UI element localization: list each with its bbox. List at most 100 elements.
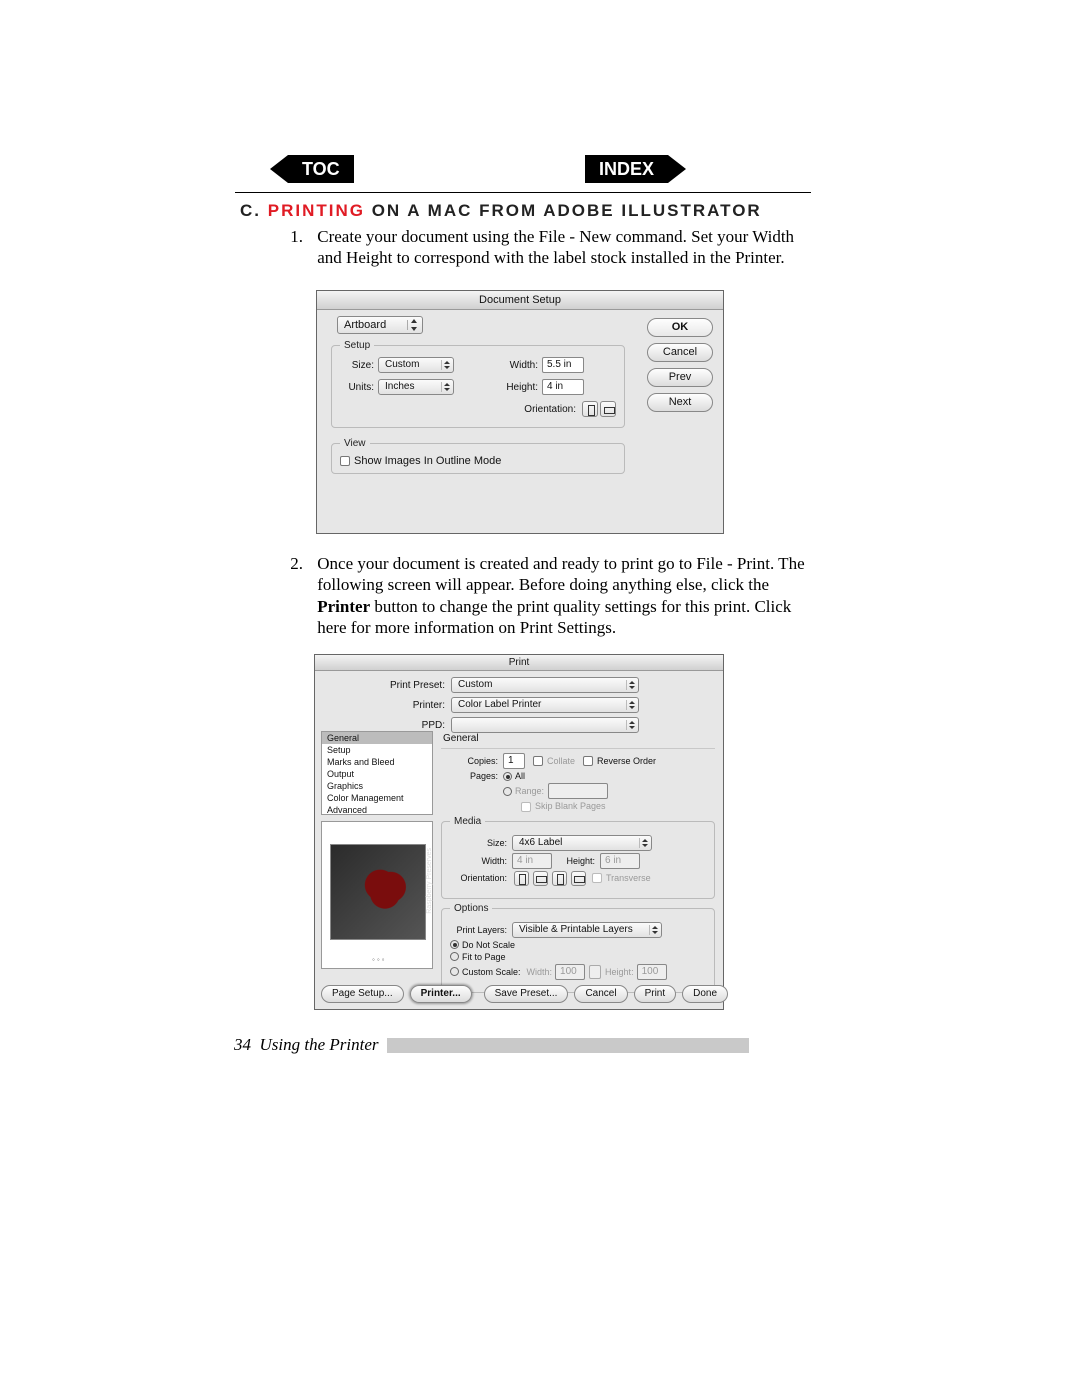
layers-select[interactable]: Visible & Printable Layers — [512, 922, 662, 938]
media-height-field: 6 in — [600, 853, 640, 869]
footer-bar — [387, 1038, 749, 1053]
sidebar-item-general[interactable]: General — [322, 732, 432, 744]
preset-select[interactable]: Custom — [451, 677, 639, 693]
page-num: 34 — [234, 1035, 251, 1054]
width-label: Width: — [498, 360, 538, 371]
sidebar-item-graphics[interactable]: Graphics — [322, 780, 432, 792]
cs-width-field: 100 — [555, 964, 585, 980]
preset-label: Print Preset: — [325, 680, 451, 691]
media-size-label: Size: — [450, 838, 512, 848]
save-preset-button[interactable]: Save Preset... — [484, 985, 569, 1003]
reverse-label: Reverse Order — [597, 756, 656, 766]
pages-all-label: All — [515, 771, 525, 781]
units-select[interactable]: Inches — [378, 379, 454, 395]
page-number: 34 Using the Printer — [234, 1035, 379, 1055]
collate-label: Collate — [547, 756, 575, 766]
copies-field[interactable]: 1 — [503, 753, 525, 769]
next-button[interactable]: Next — [647, 393, 713, 412]
media-width-label: Width: — [450, 856, 512, 866]
ppd-label: PPD: — [325, 720, 451, 731]
units-value: Inches — [385, 381, 414, 392]
general-heading: General — [441, 731, 715, 749]
ok-button[interactable]: OK — [647, 318, 713, 337]
custom-scale-label: Custom Scale: — [462, 967, 521, 977]
print-category-list[interactable]: General Setup Marks and Bleed Output Gra… — [321, 731, 433, 815]
orient-landscape-left-icon[interactable] — [533, 871, 548, 886]
orientation-portrait-icon[interactable] — [582, 401, 598, 417]
step-2-bold: Printer — [317, 597, 370, 616]
preview-artwork — [330, 844, 426, 940]
sidebar-item-advanced[interactable]: Advanced — [322, 804, 432, 815]
artboard-popup[interactable]: Artboard — [337, 316, 423, 334]
width-field[interactable]: 5.5 in — [542, 357, 584, 373]
printer-button[interactable]: Printer... — [410, 985, 472, 1003]
done-button[interactable]: Done — [682, 985, 728, 1003]
setup-fieldset: Setup Size: Custom Width: 5.5 in Units: … — [331, 340, 625, 428]
copies-label: Copies: — [441, 756, 503, 766]
view-fieldset: View Show Images In Outline Mode — [331, 438, 625, 474]
stepper-icon — [409, 318, 419, 332]
media-fieldset: Media Size: 4x6 Label Width: 4 in Height… — [441, 816, 715, 899]
pages-range-label: Range: — [515, 786, 544, 796]
dns-radio[interactable] — [450, 940, 459, 949]
media-legend: Media — [450, 816, 485, 827]
print-sidebar: General Setup Marks and Bleed Output Gra… — [321, 731, 433, 969]
printer-select[interactable]: Color Label Printer — [451, 697, 639, 713]
print-cancel-button[interactable]: Cancel — [574, 985, 627, 1003]
sidebar-item-color[interactable]: Color Management — [322, 792, 432, 804]
orient-portrait-down-icon[interactable] — [552, 871, 567, 886]
step-2: 2. Once your document is created and rea… — [275, 553, 815, 638]
prev-button[interactable]: Prev — [647, 368, 713, 387]
size-select[interactable]: Custom — [378, 357, 454, 373]
height-field[interactable]: 4 in — [542, 379, 584, 395]
sidebar-item-setup[interactable]: Setup — [322, 744, 432, 756]
pages-label: Pages: — [441, 771, 503, 781]
outline-mode-checkbox[interactable]: Show Images In Outline Mode — [340, 455, 501, 467]
step-1-text: Create your document using the File - Ne… — [317, 226, 815, 269]
print-dialog: Print Print Preset:Custom Printer:Color … — [314, 654, 724, 1010]
step-2-num: 2. — [275, 553, 303, 574]
page-footer: 34 Using the Printer — [234, 1035, 807, 1055]
reverse-checkbox[interactable]: Reverse Order — [583, 756, 656, 767]
index-link[interactable]: INDEX — [585, 155, 668, 183]
orient-portrait-up-icon[interactable] — [514, 871, 529, 886]
section-heading: C. PRINTING ON A MAC FROM ADOBE ILLUSTRA… — [240, 201, 762, 221]
step-2-text: Once your document is created and ready … — [317, 553, 815, 638]
toc-link[interactable]: TOC — [288, 155, 354, 183]
collate-checkbox: Collate — [533, 756, 575, 767]
page-title: Using the Printer — [260, 1035, 379, 1054]
pages-range-radio[interactable] — [503, 787, 512, 796]
dialog-title: Document Setup — [317, 291, 723, 310]
outline-mode-label: Show Images In Outline Mode — [354, 455, 501, 467]
layers-value: Visible & Printable Layers — [519, 924, 633, 935]
setup-legend: Setup — [340, 340, 374, 351]
sidebar-item-output[interactable]: Output — [322, 768, 432, 780]
cs-width-label: Width: — [527, 967, 553, 977]
media-orient-label: Orientation: — [450, 873, 512, 883]
dns-label: Do Not Scale — [462, 940, 515, 950]
pages-all-radio[interactable] — [503, 772, 512, 781]
page-setup-button[interactable]: Page Setup... — [321, 985, 404, 1003]
custom-scale-radio[interactable] — [450, 967, 459, 976]
media-size-select[interactable]: 4x6 Label — [512, 835, 652, 851]
media-width-field: 4 in — [512, 853, 552, 869]
layers-label: Print Layers: — [450, 925, 512, 935]
orientation-group — [512, 871, 586, 886]
options-legend: Options — [450, 903, 492, 914]
cancel-button[interactable]: Cancel — [647, 343, 713, 362]
orient-landscape-right-icon[interactable] — [571, 871, 586, 886]
lock-icon — [589, 965, 601, 979]
size-value: Custom — [385, 359, 419, 370]
options-fieldset: Options Print Layers: Visible & Printabl… — [441, 903, 715, 993]
pages-range-field — [548, 783, 608, 799]
print-button[interactable]: Print — [634, 985, 677, 1003]
size-label: Size: — [340, 360, 374, 371]
section-highlight: PRINTING — [268, 201, 365, 220]
ftp-radio[interactable] — [450, 952, 459, 961]
transverse-label: Transverse — [606, 873, 651, 883]
orientation-landscape-icon[interactable] — [600, 401, 616, 417]
sidebar-item-marks[interactable]: Marks and Bleed — [322, 756, 432, 768]
print-preview: Raspberry Preserves ◦◦◦ — [321, 821, 433, 969]
step-2b: button to change the print quality setti… — [317, 597, 791, 637]
print-general-panel: General Copies: 1 Collate Reverse Order … — [441, 731, 715, 993]
